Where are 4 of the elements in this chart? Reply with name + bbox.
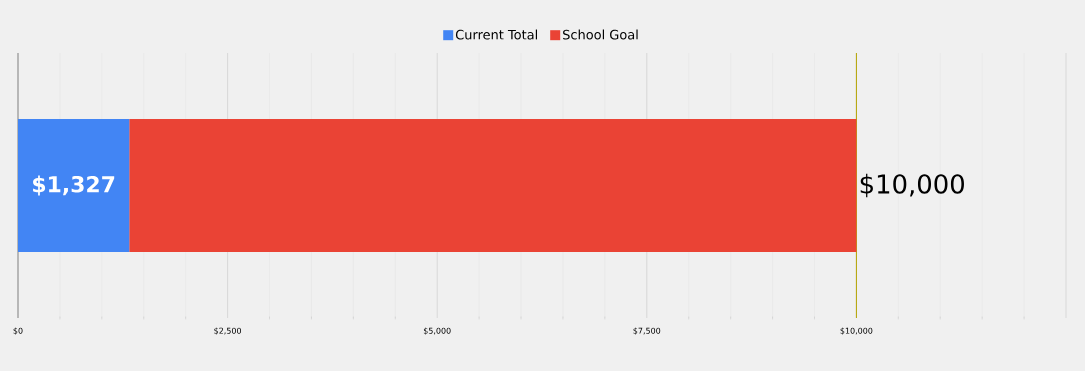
legend-label: School Goal	[563, 29, 638, 40]
data-label: $1,327	[33, 175, 115, 196]
total-label: $10,000	[860, 173, 964, 198]
legend-label: Current Total	[455, 29, 538, 40]
